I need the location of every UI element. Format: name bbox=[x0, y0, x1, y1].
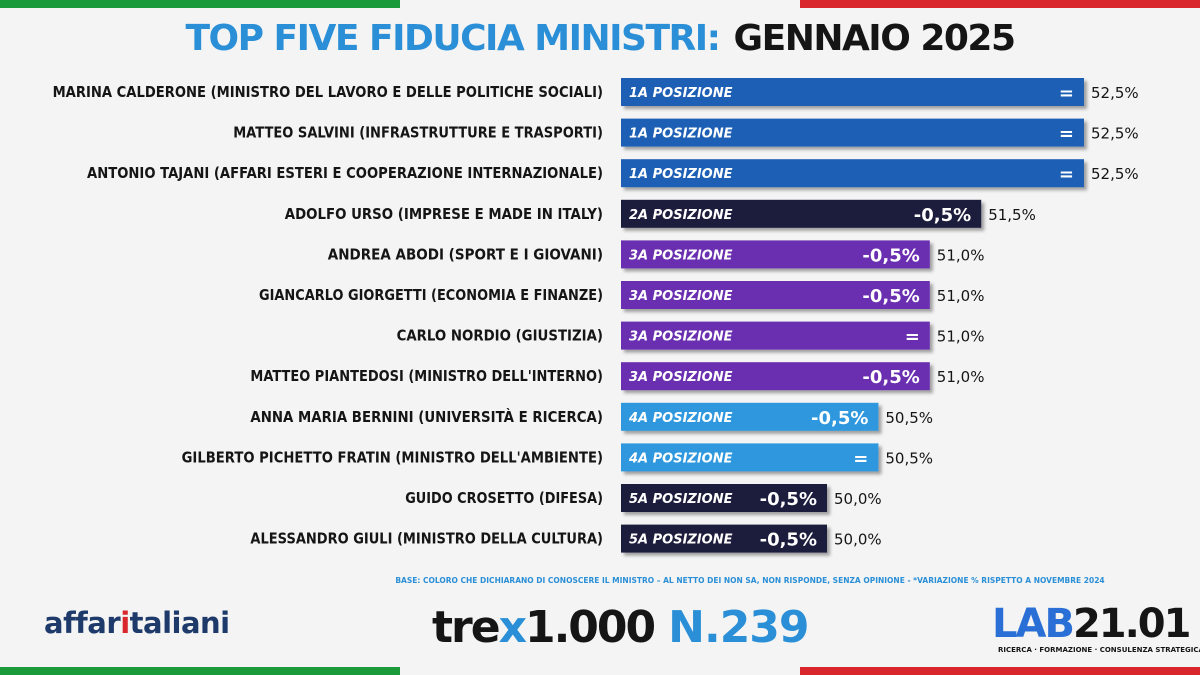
value-label: 51,0% bbox=[937, 287, 985, 305]
minister-label: ANNA MARIA BERNINI (UNIVERSITÀ E RICERCA… bbox=[250, 407, 603, 426]
bar bbox=[621, 159, 1084, 188]
value-label: 52,5% bbox=[1091, 125, 1139, 143]
rank-position-label: 3A POSIZIONE bbox=[629, 330, 733, 345]
rank-position-label: 3A POSIZIONE bbox=[629, 248, 733, 263]
variation-label: = bbox=[905, 327, 920, 348]
rank-position-label: 4A POSIZIONE bbox=[628, 411, 733, 426]
value-label: 50,0% bbox=[834, 531, 882, 549]
minister-label: MARINA CALDERONE (MINISTRO DEL LAVORO E … bbox=[53, 83, 603, 101]
value-label: 52,5% bbox=[1091, 165, 1139, 183]
bar bbox=[621, 443, 879, 472]
flag-stripe-bottom bbox=[0, 667, 1200, 675]
rank-position-label: 3A POSIZIONE bbox=[629, 370, 733, 385]
chart-title-date: GENNAIO 2025 bbox=[733, 18, 1017, 59]
variation-label: -0,5% bbox=[862, 367, 919, 388]
rank-position-label: 3A POSIZIONE bbox=[629, 289, 733, 304]
value-label: 51,0% bbox=[937, 246, 985, 264]
rank-position-label: 1A POSIZIONE bbox=[629, 167, 733, 182]
bar bbox=[621, 362, 930, 391]
bar bbox=[621, 118, 1084, 147]
minister-label: MATTEO PIANTEDOSI (MINISTRO DELL'INTERNO… bbox=[250, 367, 603, 385]
variation-label: = bbox=[1059, 164, 1074, 185]
minister-label: GUIDO CROSETTO (DIFESA) bbox=[405, 489, 603, 507]
lab2101-tagline: RICERCA · FORMAZIONE · CONSULENZA STRATE… bbox=[998, 646, 1200, 654]
affaritaliani-logo: affaritaliani bbox=[44, 606, 230, 640]
value-label: 51,5% bbox=[988, 206, 1036, 224]
variation-label: -0,5% bbox=[862, 245, 919, 266]
variation-label: -0,5% bbox=[760, 530, 817, 551]
variation-label: -0,5% bbox=[914, 205, 971, 226]
minister-label: ADOLFO URSO (IMPRESE E MADE IN ITALY) bbox=[285, 205, 603, 223]
rank-position-label: 4A POSIZIONE bbox=[628, 451, 733, 466]
value-label: 51,0% bbox=[937, 328, 985, 346]
value-label: 50,0% bbox=[834, 490, 882, 508]
bar bbox=[621, 281, 930, 309]
minister-label: GILBERTO PICHETTO FRATIN (MINISTRO DELL'… bbox=[182, 448, 603, 466]
trex1000-logo: trex1.000 N.239 bbox=[432, 602, 810, 653]
minister-label: ALESSANDRO GIULI (MINISTRO DELLA CULTURA… bbox=[250, 530, 603, 548]
value-label: 52,5% bbox=[1091, 84, 1139, 102]
chart-title-main: TOP FIVE FIDUCIA MINISTRI: bbox=[185, 18, 721, 59]
bar bbox=[621, 240, 930, 269]
value-label: 51,0% bbox=[937, 368, 985, 386]
bar bbox=[621, 484, 827, 512]
bar bbox=[621, 199, 982, 228]
variation-label: = bbox=[1059, 83, 1074, 104]
rank-position-label: 1A POSIZIONE bbox=[629, 127, 733, 142]
variation-label: = bbox=[1059, 124, 1074, 145]
chart-title: TOP FIVE FIDUCIA MINISTRI: GENNAIO 2025 bbox=[0, 18, 1200, 59]
minister-label: MATTEO SALVINI (INFRASTRUTTURE E TRASPOR… bbox=[233, 124, 603, 142]
rank-position-label: 5A POSIZIONE bbox=[629, 533, 733, 548]
minister-label: GIANCARLO GIORGETTI (ECONOMIA E FINANZE) bbox=[259, 286, 603, 304]
value-label: 50,5% bbox=[885, 409, 933, 427]
bar bbox=[621, 78, 1084, 106]
variation-label: -0,5% bbox=[862, 286, 919, 307]
bar bbox=[621, 524, 827, 553]
minister-label: CARLO NORDIO (GIUSTIZIA) bbox=[397, 327, 603, 345]
value-label: 50,5% bbox=[885, 449, 933, 467]
flag-stripe-top bbox=[0, 0, 1200, 8]
rank-position-label: 1A POSIZIONE bbox=[629, 86, 733, 101]
variation-label: -0,5% bbox=[811, 408, 868, 429]
lab2101-logo: LAB21.01 RICERCA · FORMAZIONE · CONSULEN… bbox=[992, 602, 1200, 654]
bar bbox=[621, 321, 930, 350]
minister-label: ANDREA ABODI (SPORT E I GIOVANI) bbox=[328, 245, 603, 263]
rank-position-label: 5A POSIZIONE bbox=[629, 492, 733, 507]
rank-position-label: 2A POSIZIONE bbox=[629, 208, 733, 223]
minister-label: ANTONIO TAJANI (AFFARI ESTERI E COOPERAZ… bbox=[87, 164, 603, 182]
bar bbox=[621, 402, 879, 431]
variation-label: = bbox=[853, 448, 868, 469]
issue-number: N.239 bbox=[668, 602, 809, 653]
footnote: BASE: COLORO CHE DICHIARANO DI CONOSCERE… bbox=[395, 576, 1105, 585]
variation-label: -0,5% bbox=[760, 489, 817, 510]
